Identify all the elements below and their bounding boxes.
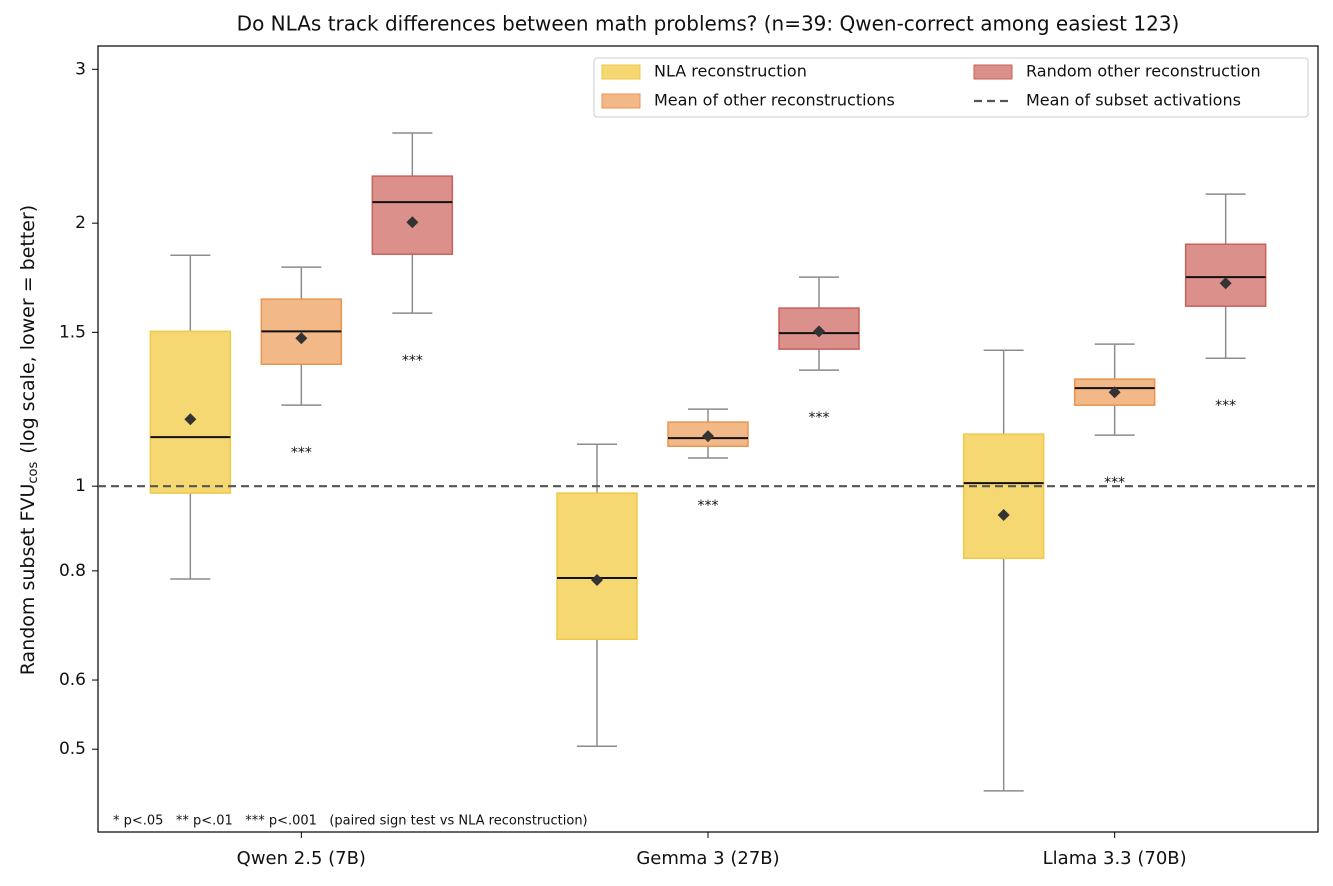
y-label-suffix: (log scale, lower = better) <box>17 205 39 454</box>
y-tick-label: 0.5 <box>59 739 86 759</box>
legend-frame <box>593 57 1309 118</box>
box <box>149 330 232 494</box>
box-group <box>556 443 638 747</box>
y-tick-label: 0.8 <box>59 561 86 581</box>
x-tick-label: Llama 3.3 (70B) <box>1043 848 1187 869</box>
y-tick-label: 1.5 <box>59 322 86 342</box>
legend-label: Random other reconstruction <box>1026 62 1261 81</box>
mean-marker <box>1108 386 1121 399</box>
mean-marker <box>591 573 603 586</box>
box <box>556 492 638 641</box>
mean-marker <box>997 508 1010 521</box>
significance-label: *** <box>698 498 719 514</box>
y-label-subscript: cos <box>26 462 41 484</box>
footnote: * p<.05 ** p<.01 *** p<.001 (paired sign… <box>113 814 588 829</box>
chart-title: Do NLAs track differences between math p… <box>237 12 1180 36</box>
box-group <box>778 276 860 371</box>
box <box>962 433 1045 560</box>
significance-label: *** <box>402 353 423 369</box>
legend-swatch <box>601 93 641 109</box>
mean-marker <box>702 430 714 443</box>
mean-marker <box>406 216 419 229</box>
legend-label: Mean of other reconstructions <box>654 91 895 110</box>
mean-marker <box>813 325 825 338</box>
box <box>1184 243 1267 307</box>
mean-marker <box>1219 277 1232 290</box>
legend-label: Mean of subset activations <box>1026 91 1241 110</box>
x-tick-label: Gemma 3 (27B) <box>636 848 779 869</box>
mean-marker <box>184 413 197 426</box>
legend-swatch <box>601 64 641 80</box>
y-tick-label: 0.6 <box>59 670 86 690</box>
significance-label: *** <box>1104 475 1125 491</box>
legend-swatch <box>973 64 1013 80</box>
significance-label: *** <box>291 445 312 461</box>
box <box>371 175 454 255</box>
box-group <box>149 254 232 580</box>
y-tick-label: 3 <box>75 59 86 79</box>
box-group <box>962 349 1045 792</box>
mean-marker <box>295 332 308 345</box>
y-tick-label: 2 <box>75 213 86 233</box>
box-group <box>1073 343 1156 436</box>
x-tick-label: Qwen 2.5 (7B) <box>237 848 366 869</box>
significance-label: *** <box>809 410 830 426</box>
legend-label: NLA reconstruction <box>654 62 807 81</box>
box-group <box>371 132 454 314</box>
y-label-text: Random subset FVU <box>17 484 39 676</box>
box-group <box>260 266 343 406</box>
box-group <box>1184 193 1267 359</box>
y-axis-label: Random subset FVUcos (log scale, lower = … <box>17 205 41 675</box>
y-tick-label: 1 <box>75 476 86 496</box>
box-group <box>667 408 749 459</box>
significance-label: *** <box>1215 398 1236 414</box>
